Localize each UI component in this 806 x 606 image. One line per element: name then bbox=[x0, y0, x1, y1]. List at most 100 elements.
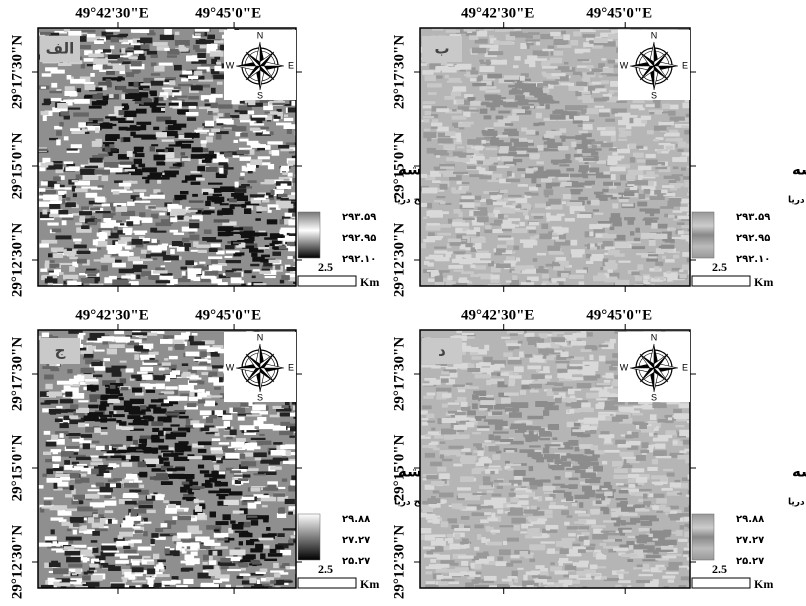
map-pixel bbox=[48, 283, 53, 286]
map-pixel bbox=[73, 193, 77, 197]
map-pixel bbox=[683, 551, 690, 554]
map-pixel bbox=[105, 220, 116, 223]
map-pixel bbox=[133, 526, 141, 528]
map-pixel bbox=[173, 233, 184, 235]
map-pixel bbox=[124, 572, 131, 578]
map-pixel bbox=[515, 154, 531, 157]
map-pixel bbox=[231, 193, 244, 197]
map-pixel bbox=[233, 242, 241, 244]
map-pixel bbox=[475, 146, 483, 151]
map-pixel bbox=[482, 102, 489, 105]
map-pixel bbox=[123, 137, 130, 142]
map-pixel bbox=[638, 166, 652, 171]
map-pixel bbox=[238, 417, 245, 421]
map-pixel bbox=[235, 531, 248, 533]
map-pixel bbox=[44, 375, 54, 380]
map-pixel bbox=[266, 527, 270, 531]
map-pixel bbox=[254, 198, 266, 200]
map-pixel bbox=[575, 49, 591, 53]
map-pixel bbox=[601, 80, 609, 84]
map-pixel bbox=[94, 40, 104, 44]
map-pixel bbox=[214, 566, 219, 572]
map-pixel bbox=[132, 561, 140, 566]
map-pixel bbox=[190, 341, 205, 345]
map-pixel bbox=[570, 174, 585, 178]
map-pixel bbox=[103, 551, 119, 553]
map-pixel bbox=[425, 75, 436, 81]
map-pixel bbox=[423, 101, 436, 104]
map-pixel bbox=[251, 487, 261, 491]
map-pixel bbox=[678, 539, 688, 542]
map-pixel bbox=[169, 144, 183, 146]
map-pixel bbox=[518, 184, 528, 187]
map-pixel bbox=[577, 578, 592, 580]
map-pixel bbox=[211, 450, 223, 454]
map-pixel bbox=[105, 32, 113, 34]
map-pixel bbox=[117, 450, 129, 453]
map-pixel bbox=[121, 523, 133, 528]
map-pixel bbox=[280, 149, 293, 152]
map-pixel bbox=[455, 65, 471, 68]
map-pixel bbox=[542, 72, 546, 76]
map-pixel bbox=[672, 268, 681, 271]
map-pixel bbox=[122, 426, 134, 430]
map-pixel bbox=[151, 144, 158, 146]
map-pixel bbox=[207, 35, 215, 39]
map-pixel bbox=[140, 29, 150, 33]
map-pixel bbox=[170, 533, 177, 535]
map-pixel bbox=[593, 209, 599, 211]
map-pixel bbox=[41, 181, 48, 185]
map-pixel bbox=[105, 147, 111, 153]
map-pixel bbox=[445, 450, 461, 455]
map-pixel bbox=[605, 264, 617, 269]
map-pixel bbox=[98, 185, 104, 187]
map-pixel bbox=[550, 562, 554, 565]
map-pixel bbox=[446, 30, 460, 33]
map-pixel bbox=[256, 441, 271, 445]
map-pixel bbox=[439, 473, 450, 479]
map-pixel bbox=[64, 91, 77, 96]
map-pixel bbox=[614, 253, 625, 256]
map-pixel bbox=[543, 410, 549, 416]
map-pixel bbox=[150, 228, 157, 233]
map-pixel bbox=[102, 204, 110, 207]
map-pixel bbox=[283, 528, 298, 530]
map-pixel bbox=[43, 452, 51, 455]
map-pixel bbox=[661, 550, 674, 552]
map-pixel bbox=[119, 40, 128, 43]
map-pixel bbox=[165, 412, 179, 415]
map-pixel bbox=[287, 242, 295, 246]
map-pixel bbox=[456, 252, 463, 254]
map-pixel bbox=[521, 524, 528, 529]
map-pixel bbox=[81, 187, 97, 189]
map-pixel bbox=[565, 105, 581, 110]
map-pixel bbox=[67, 529, 72, 532]
map-pixel bbox=[556, 257, 566, 261]
map-pixel bbox=[260, 569, 268, 573]
map-pixel bbox=[156, 223, 172, 227]
map-pixel bbox=[520, 43, 527, 49]
map-pixel bbox=[458, 389, 465, 392]
map-pixel bbox=[270, 466, 282, 469]
map-pixel bbox=[450, 372, 458, 378]
map-pixel bbox=[494, 503, 504, 509]
map-pixel bbox=[447, 518, 457, 523]
map-pixel bbox=[239, 563, 248, 567]
map-pixel bbox=[448, 239, 461, 243]
map-pixel bbox=[261, 255, 270, 258]
map-pixel bbox=[467, 97, 475, 100]
map-pixel bbox=[491, 513, 495, 518]
map-pixel bbox=[282, 405, 289, 408]
map-pixel bbox=[214, 40, 224, 43]
map-pixel bbox=[673, 219, 678, 221]
map-pixel bbox=[205, 201, 211, 206]
map-pixel bbox=[296, 96, 308, 100]
map-pixel bbox=[109, 276, 117, 280]
map-pixel bbox=[131, 29, 140, 32]
map-pixel bbox=[272, 150, 280, 156]
map-pixel bbox=[537, 106, 546, 108]
map-pixel bbox=[523, 212, 528, 215]
map-pixel bbox=[99, 456, 108, 459]
map-pixel bbox=[44, 497, 54, 499]
map-pixel bbox=[650, 414, 657, 420]
